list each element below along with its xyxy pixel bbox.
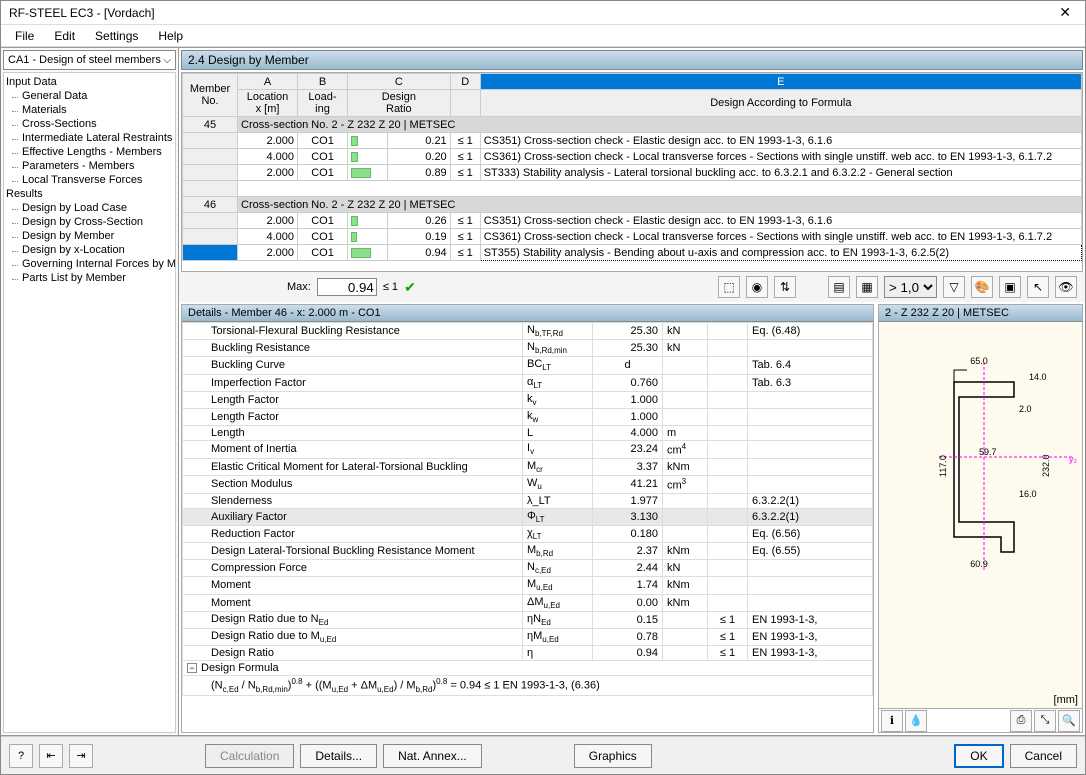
tree-input-data[interactable]: Input Data [4,75,175,89]
tree-item[interactable]: Parts List by Member [4,271,175,285]
svg-text:59.7: 59.7 [979,447,997,457]
menu-settings[interactable]: Settings [85,27,148,45]
max-le: ≤ 1 [383,281,398,293]
print-icon[interactable]: ⎙ [1010,710,1032,732]
pick-icon[interactable]: ↖ [1027,276,1049,298]
graphics-button[interactable]: Graphics [574,744,652,768]
prev-icon[interactable]: ⇤ [39,744,63,768]
svg-text:14.0: 14.0 [1029,372,1047,382]
menu-file[interactable]: File [5,27,44,45]
tree-results[interactable]: Results [4,187,175,201]
nav-tree[interactable]: Input Data General DataMaterialsCross-Se… [3,72,176,733]
max-label: Max: [287,281,311,293]
info-icon[interactable]: ℹ [881,710,903,732]
tree-item[interactable]: General Data [4,89,175,103]
tree-item[interactable]: Cross-Sections [4,117,175,131]
svg-text:2.0: 2.0 [1019,404,1032,414]
axes-icon[interactable]: ⤡ [1034,710,1056,732]
details-header: Details - Member 46 - x: 2.000 m - CO1 [182,305,873,322]
mm-label: [mm] [1054,694,1078,706]
case-combo[interactable]: CA1 - Design of steel members [3,50,176,70]
svg-text:y₂: y₂ [1069,454,1078,464]
tree-item[interactable]: Design by Cross-Section [4,215,175,229]
cancel-button[interactable]: Cancel [1010,744,1077,768]
scale-select[interactable]: > 1,0 [884,276,937,298]
svg-text:16.0: 16.0 [1019,489,1037,499]
tree-item[interactable]: Intermediate Lateral Restraints [4,131,175,145]
svg-text:117.0: 117.0 [938,455,948,477]
ok-button[interactable]: OK [954,744,1003,768]
next-icon[interactable]: ⇥ [69,744,93,768]
design-grid[interactable]: Member No. A B C D E Location x [m] Load… [182,73,1082,261]
annex-button[interactable]: Nat. Annex... [383,744,482,768]
tree-item[interactable]: Local Transverse Forces [4,173,175,187]
drop-icon[interactable]: 💧 [905,710,927,732]
menu-edit[interactable]: Edit [44,27,85,45]
close-icon[interactable]: ✕ [1053,4,1077,21]
tree-item[interactable]: Parameters - Members [4,159,175,173]
zoom-icon[interactable]: 🔍 [1058,710,1080,732]
menu-bar: File Edit Settings Help [1,25,1085,47]
check-icon: ✔ [404,279,416,296]
section-preview: y₂ 65.0 2.0 14.0 232.0 117.0 59.7 16.0 6… [879,322,1082,708]
tree-item[interactable]: Materials [4,103,175,117]
svg-text:232.0: 232.0 [1041,454,1051,477]
filter2-icon[interactable]: ▽ [943,276,965,298]
sort-icon[interactable]: ⇅ [774,276,796,298]
details-table[interactable]: Torsional-Flexural Buckling Resistance N… [182,322,873,696]
menu-help[interactable]: Help [148,27,193,45]
window-title: RF-STEEL EC3 - [Vordach] [9,6,1053,20]
preview-title: 2 - Z 232 Z 20 | METSEC [879,305,1082,322]
calculation-button[interactable]: Calculation [205,744,294,768]
max-value[interactable] [317,278,377,296]
excel-icon[interactable]: ▣ [999,276,1021,298]
color-icon[interactable]: 🎨 [971,276,993,298]
tool-icon-2[interactable]: ▦ [856,276,878,298]
section-title: 2.4 Design by Member [181,50,1083,70]
svg-text:60.9: 60.9 [970,559,988,569]
tool-icon-1[interactable]: ▤ [828,276,850,298]
view-icon[interactable]: ◉ [746,276,768,298]
tree-item[interactable]: Governing Internal Forces by M [4,257,175,271]
tree-item[interactable]: Design by x-Location [4,243,175,257]
eye-icon[interactable]: 👁 [1055,276,1077,298]
help-icon[interactable]: ? [9,744,33,768]
svg-text:65.0: 65.0 [970,356,988,366]
details-button[interactable]: Details... [300,744,377,768]
tree-item[interactable]: Design by Load Case [4,201,175,215]
tree-item[interactable]: Design by Member [4,229,175,243]
filter-icon[interactable]: ⬚ [718,276,740,298]
tree-item[interactable]: Effective Lengths - Members [4,145,175,159]
